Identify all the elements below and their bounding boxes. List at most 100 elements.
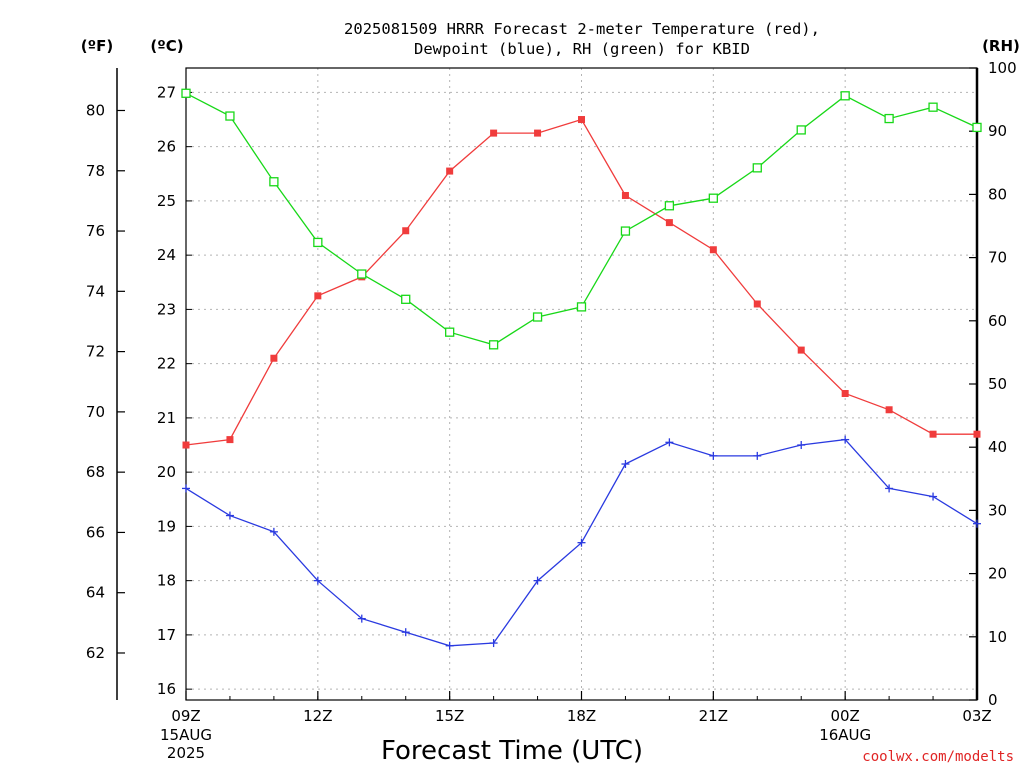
- dewpoint-point: [182, 484, 190, 493]
- celsius-tick-label: 22: [157, 355, 176, 373]
- temperature-point: [446, 167, 454, 175]
- rh-tick-label: 90: [988, 122, 1007, 140]
- dewpoint-point: [577, 538, 586, 547]
- rh-point: [752, 163, 762, 173]
- rh-point: [181, 88, 191, 98]
- celsius-tick-label: 17: [157, 626, 176, 644]
- chart-title-line1: 2025081509 HRRR Forecast 2-meter Tempera…: [344, 20, 820, 38]
- dewpoint-point: [841, 435, 850, 444]
- time-tick-label: 09Z: [171, 707, 200, 725]
- rh-point: [401, 294, 411, 304]
- fahrenheit-tick-label: 68: [86, 463, 105, 481]
- time-tick-label: 12Z: [303, 707, 332, 725]
- temperature-point: [226, 436, 234, 444]
- fahrenheit-axis-label: (ºF): [81, 37, 113, 55]
- rh-tick-label: 30: [988, 501, 1007, 519]
- fahrenheit-tick-label: 62: [86, 644, 105, 662]
- celsius-tick-label: 23: [157, 300, 176, 318]
- dewpoint-point: [357, 614, 366, 623]
- rh-point: [269, 177, 279, 187]
- celsius-tick-label: 26: [157, 138, 176, 156]
- dewpoint-point: [313, 576, 322, 585]
- temperature-point: [270, 354, 278, 362]
- temperature-point: [534, 129, 542, 137]
- time-tick-label: 00Z: [830, 707, 859, 725]
- dewpoint-point: [489, 639, 498, 648]
- fahrenheit-tick-label: 80: [86, 101, 105, 119]
- date-tick-label: 15AUG: [160, 726, 212, 744]
- dewpoint-point: [709, 451, 718, 460]
- temperature-point: [841, 389, 849, 397]
- rh-tick-label: 10: [988, 628, 1007, 646]
- rh-tick-label: 20: [988, 565, 1007, 583]
- rh-point: [620, 226, 631, 236]
- date-tick-label: 16AUG: [819, 726, 871, 744]
- temperature-point: [182, 441, 190, 449]
- rh-tick-label: 0: [988, 691, 998, 709]
- time-tick-label: 03Z: [962, 707, 991, 725]
- temperature-point: [709, 246, 717, 254]
- temperature-point: [929, 430, 937, 438]
- dewpoint-point: [225, 511, 234, 520]
- rh-tick-label: 50: [988, 375, 1007, 393]
- celsius-tick-label: 21: [157, 409, 176, 427]
- rh-point: [488, 340, 499, 350]
- fahrenheit-tick-label: 72: [86, 343, 105, 361]
- fahrenheit-tick-label: 64: [86, 584, 105, 602]
- rh-point: [357, 269, 367, 279]
- rh-axis-label: (RH): [982, 37, 1020, 55]
- rh-point: [884, 113, 894, 124]
- celsius-tick-label: 16: [157, 680, 176, 698]
- series-layer: [181, 88, 982, 650]
- rh-ticks: 0 10 20 30 40 50 60 70 80 90 100: [969, 59, 1017, 709]
- temperature-point: [973, 430, 981, 438]
- time-tick-label: 18Z: [567, 707, 596, 725]
- temperature-point: [621, 191, 629, 199]
- temperature-point: [753, 300, 761, 308]
- rh-point: [796, 125, 806, 135]
- year-tick-label: 2025: [167, 744, 205, 762]
- rh-tick-label: 60: [988, 312, 1007, 330]
- temperature-point: [314, 292, 322, 300]
- celsius-tick-label: 18: [157, 572, 176, 590]
- time-tick-label: 15Z: [435, 707, 464, 725]
- celsius-tick-label: 27: [157, 83, 176, 101]
- chart-title-line2: Dewpoint (blue), RH (green) for KBID: [414, 40, 750, 58]
- dewpoint-point: [929, 492, 938, 501]
- celsius-tick-label: 20: [157, 463, 176, 481]
- plot-frame: [185, 67, 978, 701]
- rh-tick-label: 40: [988, 438, 1007, 456]
- fahrenheit-tick-label: 74: [86, 282, 105, 300]
- fahrenheit-tick-label: 78: [86, 162, 105, 180]
- credit-link[interactable]: coolwx.com/modelts: [862, 749, 1014, 765]
- rh-tick-label: 70: [988, 249, 1007, 267]
- dewpoint-point: [973, 519, 981, 528]
- rh-point: [445, 327, 455, 337]
- celsius-tick-label: 19: [157, 517, 176, 535]
- grid-lines: [186, 68, 977, 700]
- x-axis-label: Forecast Time (UTC): [381, 736, 643, 766]
- rh-point: [532, 312, 543, 322]
- dewpoint-point: [445, 641, 454, 650]
- dewpoint-point: [401, 628, 410, 637]
- temperature-line: [185, 118, 977, 446]
- rh-point: [576, 302, 587, 312]
- temperature-point: [665, 219, 673, 227]
- celsius-tick-label: 24: [157, 246, 176, 264]
- fahrenheit-tick-label: 66: [86, 523, 105, 541]
- rh-point: [972, 122, 982, 133]
- fahrenheit-tick-label: 70: [86, 403, 105, 421]
- temperature-point: [885, 406, 893, 414]
- dewpoint-point: [533, 576, 542, 585]
- celsius-ticks: 16 17 18 19 20 21 22 23 24 25 26 27: [157, 83, 192, 698]
- dewpoint-point: [665, 438, 674, 447]
- rh-tick-label: 80: [988, 185, 1007, 203]
- dewpoint-point: [885, 484, 894, 493]
- celsius-axis-label: (ºC): [150, 37, 183, 55]
- temperature-point: [402, 227, 410, 235]
- dewpoint-point: [797, 441, 806, 450]
- dewpoint-point: [269, 527, 278, 536]
- rh-point: [313, 237, 323, 248]
- rh-tick-label: 100: [988, 59, 1017, 77]
